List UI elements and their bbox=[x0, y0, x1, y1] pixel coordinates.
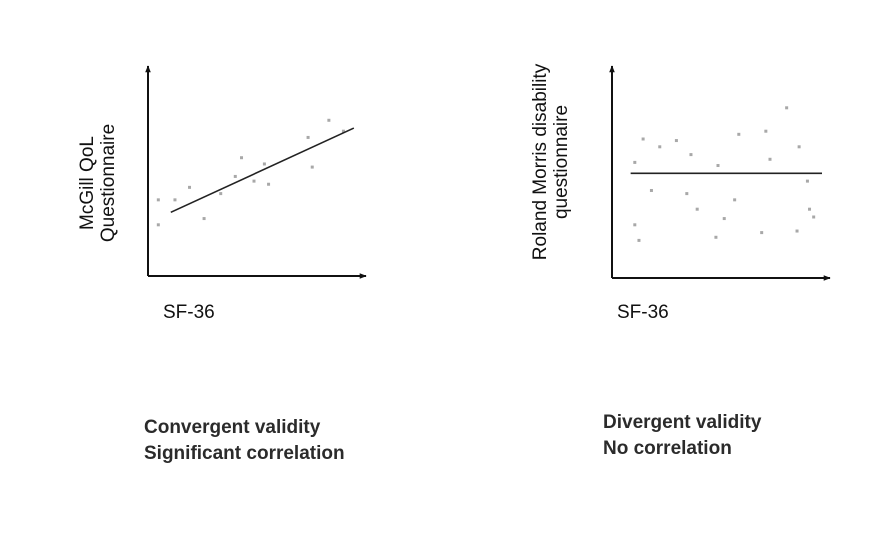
chart-1-data-point bbox=[341, 129, 345, 133]
chart-2-data-point bbox=[674, 139, 678, 143]
chart-2-data-point bbox=[805, 179, 809, 183]
chart-2-data-point bbox=[689, 153, 693, 157]
chart-2-y-axis-label-line-1: Roland Morris disability bbox=[530, 63, 551, 261]
chart-2-data-point bbox=[808, 207, 812, 211]
chart-1-y-axis-label-line-1: McGill QoL bbox=[77, 136, 98, 230]
chart-2-data-point bbox=[637, 238, 641, 242]
chart-1-y-axis-label-line-2: Questionnaire bbox=[98, 123, 119, 243]
chart-2-y-axis-label-line-2: questionnaire bbox=[551, 104, 572, 220]
chart-2-data-point bbox=[795, 229, 799, 233]
chart-2-caption-line-1: Divergent validity bbox=[603, 412, 762, 433]
chart-1-caption-line-1: Convergent validity bbox=[144, 417, 321, 438]
chart-2-data-point bbox=[633, 223, 637, 227]
chart-2-caption-line-2: No correlation bbox=[603, 438, 732, 459]
chart-1-data-point bbox=[219, 192, 223, 196]
chart-2-data-point bbox=[649, 188, 653, 192]
chart-1-data-point bbox=[240, 156, 244, 160]
chart-2-data-point bbox=[785, 106, 789, 110]
chart-2-data-point bbox=[658, 145, 662, 149]
chart-2-data-point bbox=[716, 164, 720, 168]
chart-1-data-point bbox=[262, 162, 266, 166]
chart-1-data-point bbox=[252, 179, 256, 183]
chart-1-data-point bbox=[233, 174, 237, 178]
chart-1-data-point bbox=[156, 223, 160, 227]
chart-2-data-point bbox=[760, 231, 764, 235]
chart-1-trend-line bbox=[170, 127, 355, 214]
chart-1-data-point bbox=[306, 135, 310, 139]
chart-2-data-point bbox=[641, 137, 645, 141]
chart-1-data-point bbox=[267, 182, 271, 186]
chart-1-data-point bbox=[156, 198, 160, 202]
chart-2-data-point bbox=[633, 160, 637, 164]
chart-2-data-point bbox=[764, 129, 768, 133]
chart-1-data-point bbox=[173, 198, 177, 202]
chart-2-data-point bbox=[685, 192, 689, 196]
chart-1-caption: Convergent validity Significant correlat… bbox=[144, 415, 345, 467]
chart-1-data-point bbox=[188, 185, 192, 189]
chart-2-data-point bbox=[737, 132, 741, 136]
chart-2-data-point bbox=[768, 157, 772, 161]
divergent-validity-chart bbox=[609, 65, 831, 281]
chart-2-data-point bbox=[695, 207, 699, 211]
chart-1-data-point bbox=[202, 217, 206, 221]
chart-2-data-point bbox=[714, 235, 718, 239]
chart-2-data-point bbox=[733, 198, 737, 202]
chart-1-x-axis-label: SF-36 bbox=[163, 302, 215, 323]
chart-2-data-point bbox=[797, 145, 801, 149]
chart-1-data-point bbox=[310, 165, 314, 169]
chart-2-x-axis-label: SF-36 bbox=[617, 302, 669, 323]
convergent-validity-chart bbox=[145, 65, 367, 279]
chart-1-caption-line-2: Significant correlation bbox=[144, 443, 345, 464]
chart-2-caption: Divergent validity No correlation bbox=[603, 410, 761, 462]
chart-1-data-point bbox=[327, 118, 331, 122]
chart-2-data-point bbox=[722, 217, 726, 221]
chart-2-data-point bbox=[812, 215, 816, 219]
